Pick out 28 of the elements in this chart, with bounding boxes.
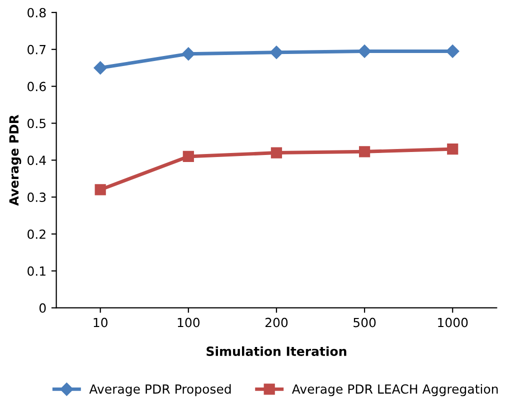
x-tick-label: 500 [354, 318, 376, 328]
point [358, 44, 372, 58]
y-tick-label: 0.8 [28, 8, 46, 18]
x-axis-title: Simulation Iteration [206, 346, 346, 356]
point [447, 144, 458, 155]
y-tick-label: 0.7 [28, 44, 46, 54]
x-tick-label: 10 [94, 318, 108, 328]
x-tick-label: 200 [265, 318, 288, 328]
point [182, 150, 194, 162]
point [270, 46, 284, 59]
y-tick-label: 0 [39, 303, 46, 313]
point [182, 47, 196, 60]
legend-label: Average PDR Proposed [89, 384, 231, 396]
point [270, 147, 282, 158]
y-tick-label: 0.4 [28, 156, 46, 166]
point [358, 146, 370, 158]
y-tick-label: 0.1 [28, 266, 46, 276]
y-tick-label: 0.2 [28, 229, 46, 239]
y-tick-label: 0.6 [28, 82, 46, 92]
x-tick-label: 100 [178, 318, 200, 328]
point [94, 184, 106, 196]
point [94, 61, 107, 74]
y-tick-label: 0.5 [28, 118, 46, 128]
y-tick-label: 0.3 [28, 192, 46, 202]
legend-label: Average PDR LEACH Aggregation [292, 384, 498, 396]
x-tick-label: 1000 [438, 318, 468, 328]
y-axis-title: Average PDR [9, 114, 22, 206]
point [446, 44, 460, 58]
